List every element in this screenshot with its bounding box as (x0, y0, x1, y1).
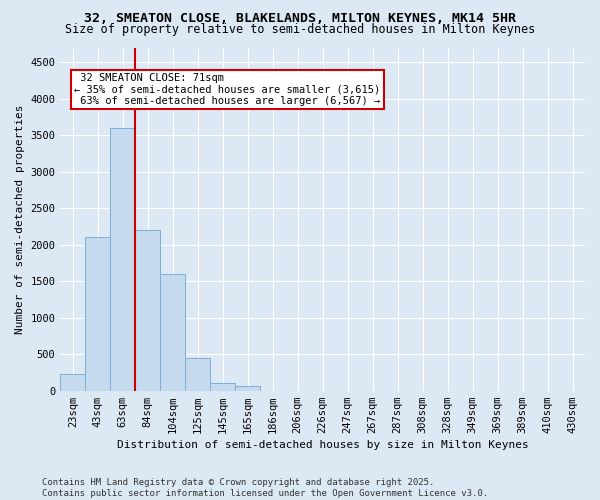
Bar (185, 358, 210, 390)
Bar (61, 374, 85, 390)
Text: Size of property relative to semi-detached houses in Milton Keynes: Size of property relative to semi-detach… (65, 22, 535, 36)
Bar (235, 386, 260, 390)
Bar (210, 384, 235, 390)
Y-axis label: Number of semi-detached properties: Number of semi-detached properties (15, 104, 25, 334)
Text: Contains HM Land Registry data © Crown copyright and database right 2025.
Contai: Contains HM Land Registry data © Crown c… (42, 478, 488, 498)
Bar (136, 230, 160, 390)
Text: 32, SMEATON CLOSE, BLAKELANDS, MILTON KEYNES, MK14 5HR: 32, SMEATON CLOSE, BLAKELANDS, MILTON KE… (84, 12, 516, 26)
Bar (110, 128, 136, 390)
Bar (85, 238, 110, 390)
Bar (160, 274, 185, 390)
Text: 32 SMEATON CLOSE: 71sqm
← 35% of semi-detached houses are smaller (3,615)
 63% o: 32 SMEATON CLOSE: 71sqm ← 35% of semi-de… (74, 73, 380, 106)
X-axis label: Distribution of semi-detached houses by size in Milton Keynes: Distribution of semi-detached houses by … (117, 440, 529, 450)
